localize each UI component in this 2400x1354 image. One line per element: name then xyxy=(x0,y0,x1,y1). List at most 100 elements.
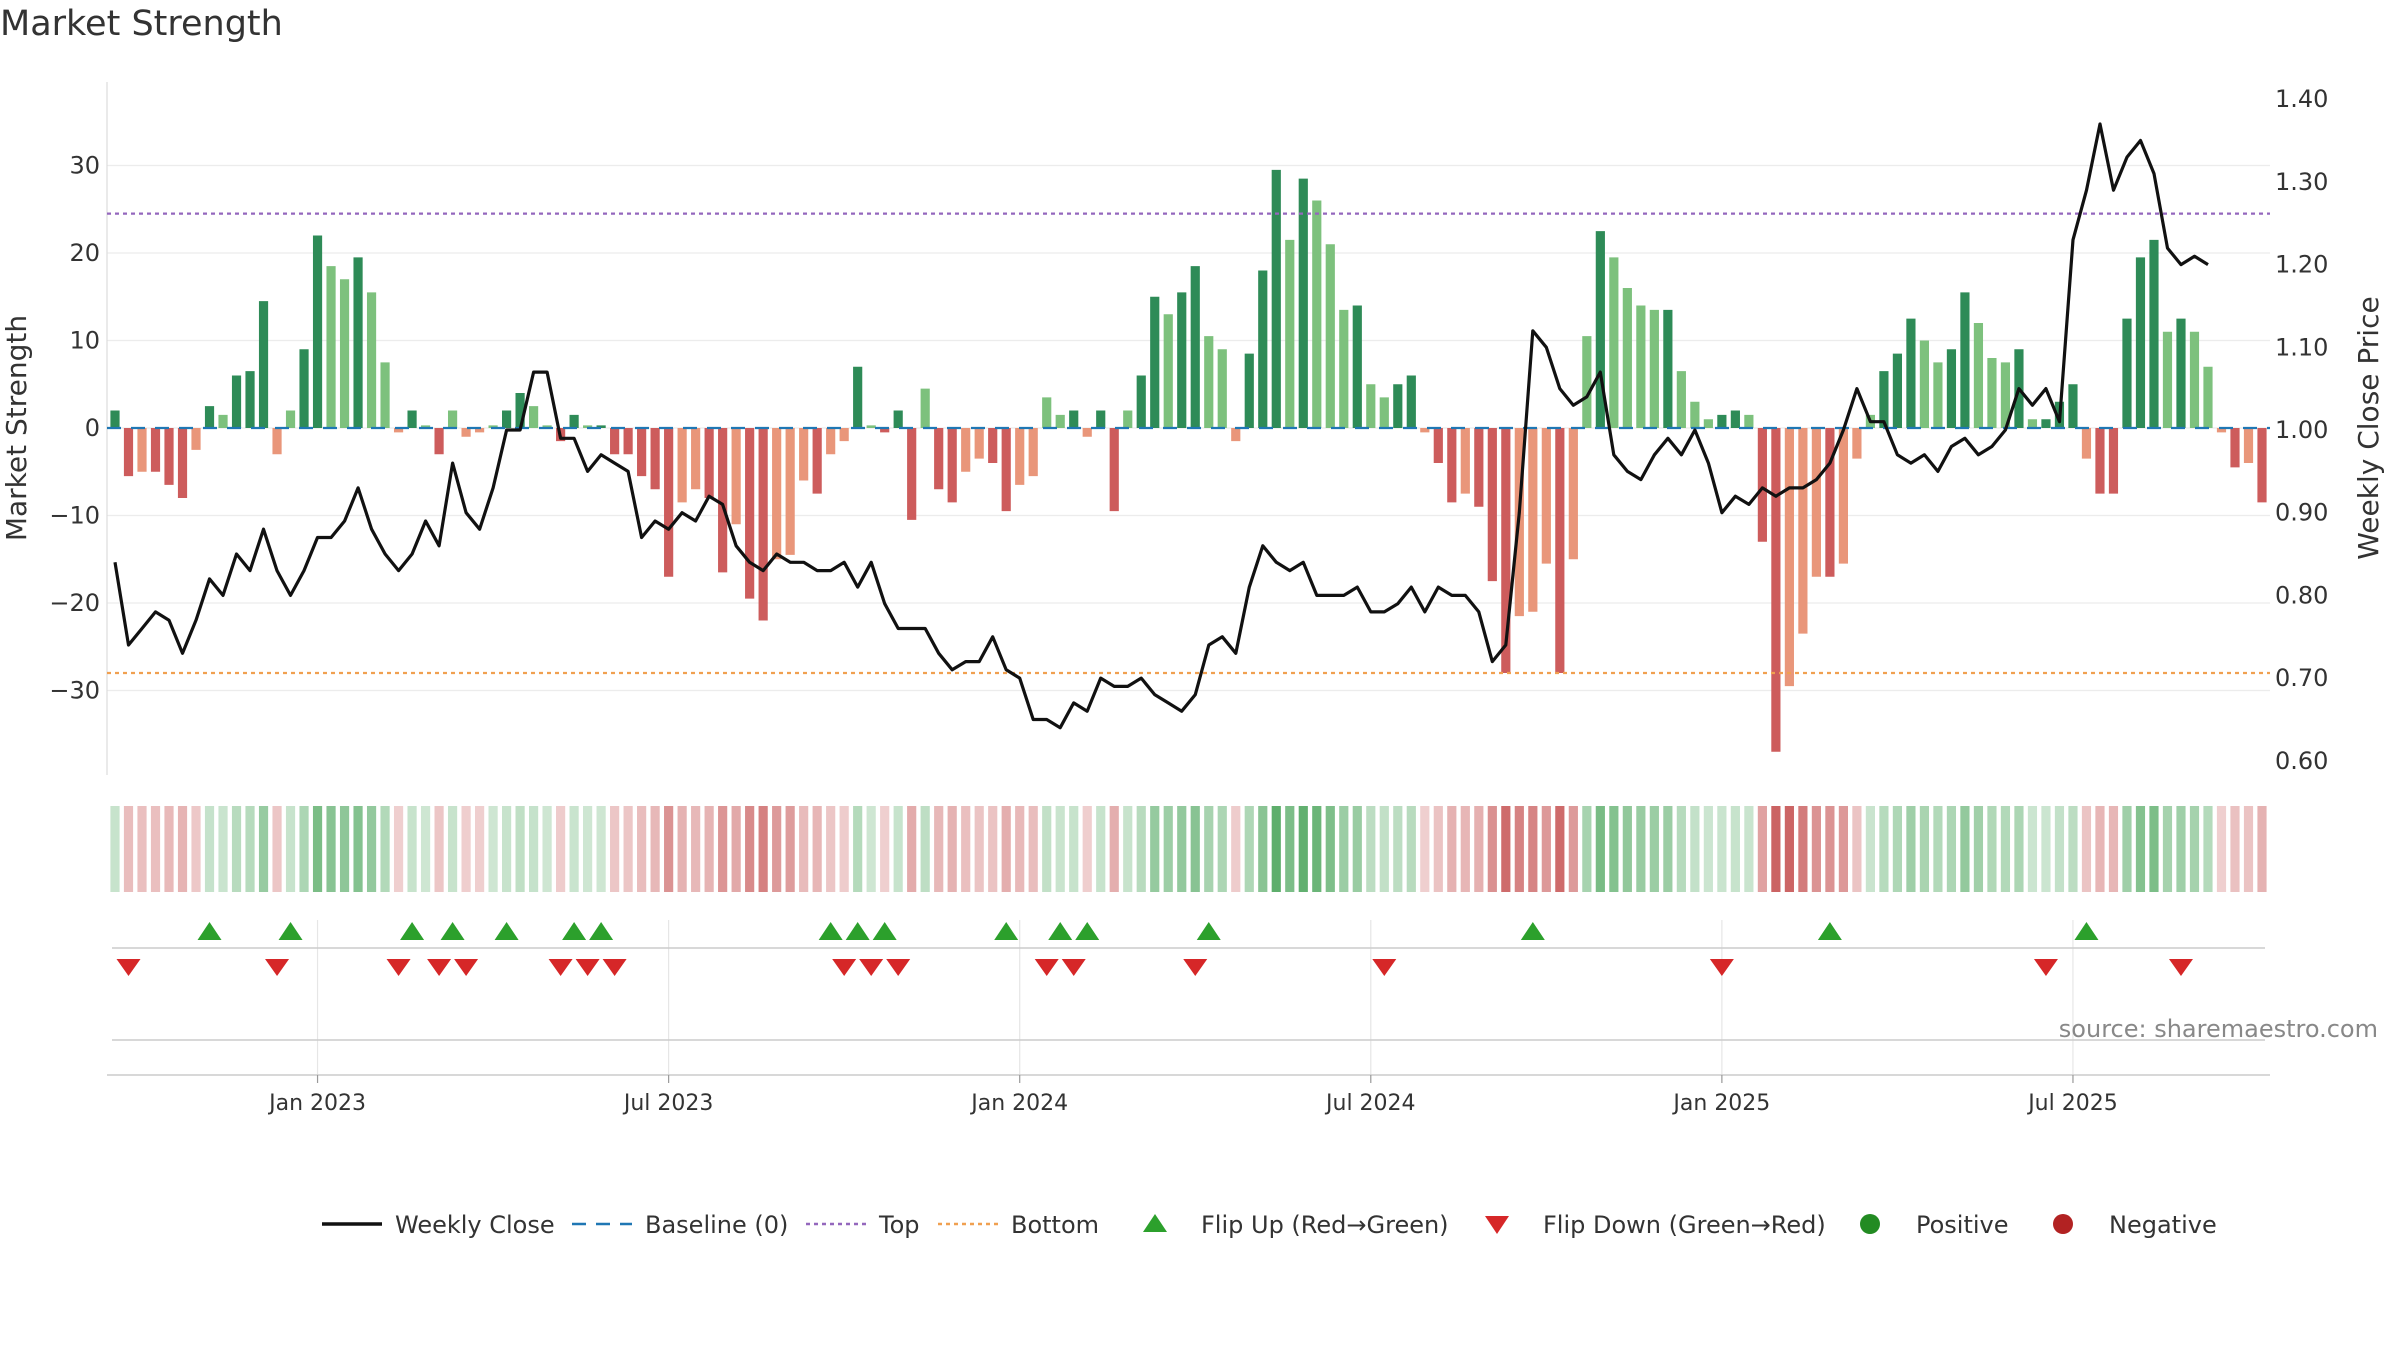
heat-cell xyxy=(1555,806,1565,892)
heat-cell xyxy=(1190,806,1200,892)
flip-up-marker xyxy=(494,922,519,940)
heat-cell xyxy=(988,806,998,892)
heat-cell xyxy=(2122,806,2132,892)
legend-item: Weekly Close xyxy=(322,1211,555,1239)
strength-bar xyxy=(1501,428,1511,673)
heat-cell xyxy=(920,806,930,892)
legend: Weekly Close Baseline (0) Top Bottom Flip Up… xyxy=(322,1211,2217,1239)
strength-bar xyxy=(1649,309,1659,428)
strength-bar xyxy=(1582,336,1592,428)
strength-bar xyxy=(1109,428,1119,512)
heat-cell xyxy=(1838,806,1848,892)
flip-up-marker xyxy=(872,922,897,940)
strength-bars xyxy=(110,169,2267,752)
left-tick-label: 20 xyxy=(69,239,100,267)
heat-cell xyxy=(1771,806,1781,892)
strength-bar xyxy=(934,428,944,490)
heat-cell xyxy=(1420,806,1430,892)
strength-bar xyxy=(137,428,147,472)
heat-cell xyxy=(2149,806,2159,892)
heat-cell xyxy=(2203,806,2213,892)
strength-bar xyxy=(1136,375,1146,428)
heat-cell xyxy=(704,806,714,892)
heat-cell xyxy=(285,806,296,892)
heat-cell xyxy=(556,806,566,892)
heat-cell xyxy=(907,806,917,892)
heat-cell xyxy=(515,806,525,892)
legend-item: Negative xyxy=(2053,1211,2217,1239)
strength-bar xyxy=(2000,362,2011,428)
legend-item: Positive xyxy=(1860,1211,2009,1239)
left-tick-label: 30 xyxy=(69,152,100,180)
strength-bar xyxy=(1906,318,1916,428)
strength-bar xyxy=(988,428,998,463)
strength-bar xyxy=(2257,428,2267,503)
flip-up-marker xyxy=(2074,922,2099,940)
heat-cell xyxy=(1406,806,1416,892)
heat-cell xyxy=(1568,806,1578,892)
heat-cell xyxy=(1514,806,1524,892)
heat-cell xyxy=(2095,806,2105,892)
heat-cell xyxy=(1069,806,1079,892)
legend-label: Baseline (0) xyxy=(645,1211,788,1239)
heat-cell xyxy=(488,806,498,892)
strength-bar xyxy=(2243,428,2254,463)
flip-up-marker xyxy=(845,922,870,940)
heat-cell xyxy=(961,806,971,892)
strength-bar xyxy=(1298,178,1308,428)
strength-bar xyxy=(231,375,242,428)
strength-bar xyxy=(2149,239,2159,428)
strength-bar xyxy=(110,410,120,428)
heat-cell xyxy=(583,806,593,892)
heat-cell xyxy=(1379,806,1389,892)
heat-cell xyxy=(1946,806,1957,892)
flip-up-marker xyxy=(1075,922,1100,940)
heat-cell xyxy=(1960,806,1970,892)
heat-cell xyxy=(2230,806,2240,892)
flip-up-marker xyxy=(440,922,465,940)
heat-cell xyxy=(1366,806,1376,892)
strength-bar xyxy=(623,428,633,455)
strength-bar xyxy=(866,425,876,428)
heat-cell xyxy=(947,806,957,892)
strength-bar xyxy=(2162,331,2173,428)
strength-bar xyxy=(650,428,660,490)
flip-up-marker xyxy=(197,922,222,940)
right-tick-label: 1.40 xyxy=(2275,85,2328,113)
strength-bar xyxy=(2122,318,2132,428)
strength-bar xyxy=(1393,384,1403,428)
strength-bar xyxy=(123,428,134,477)
strength-bar xyxy=(610,428,620,455)
strength-bar xyxy=(799,428,809,481)
source-label: source: sharemaestro.com xyxy=(2059,1015,2378,1043)
strength-bar xyxy=(164,428,174,485)
heat-cell xyxy=(434,806,444,892)
heat-cell xyxy=(1811,806,1821,892)
legend-flip-up-icon xyxy=(1143,1214,1167,1232)
strength-bar xyxy=(258,301,269,428)
heat-cell xyxy=(258,806,269,892)
flip-up-marker xyxy=(818,922,843,940)
heat-cell xyxy=(758,806,768,892)
heat-cell xyxy=(110,806,120,892)
strength-bar xyxy=(2081,428,2092,459)
strength-bar xyxy=(2027,419,2038,428)
strength-bar xyxy=(785,428,795,555)
heat-cell xyxy=(1730,806,1740,892)
strength-bar xyxy=(1325,244,1335,428)
flip-down-marker xyxy=(832,959,857,976)
heat-cell xyxy=(610,806,620,892)
heat-cell xyxy=(1852,806,1862,892)
strength-bar xyxy=(326,266,336,428)
heat-cell xyxy=(1622,806,1632,892)
strength-bar xyxy=(1015,428,1025,485)
chart-title: Market Strength xyxy=(0,4,283,44)
heat-cell xyxy=(2041,806,2051,892)
heat-cell xyxy=(2216,806,2227,892)
heat-cell xyxy=(2108,806,2119,892)
left-tick-label: −10 xyxy=(49,502,100,530)
left-tick-label: −20 xyxy=(49,589,100,617)
heat-cell xyxy=(353,806,363,892)
heat-cell xyxy=(893,806,903,892)
heat-cell xyxy=(1082,806,1092,892)
